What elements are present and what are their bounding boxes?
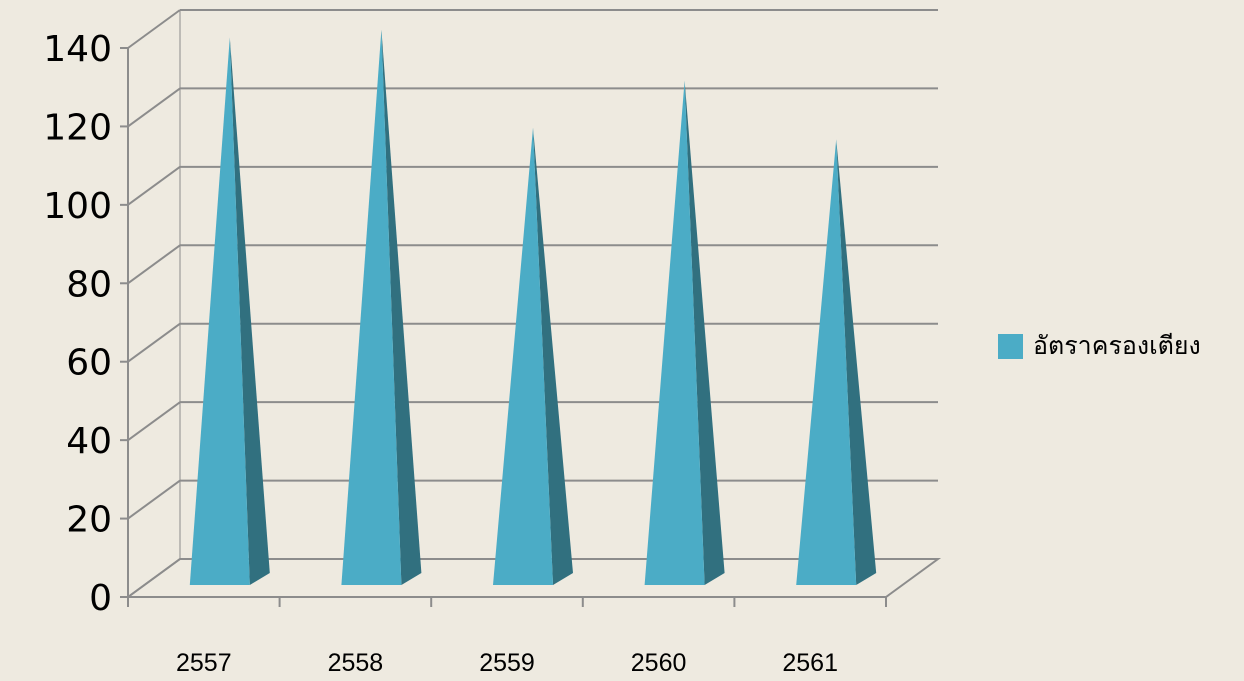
y-tick-label: 60 [66,343,112,384]
x-tick-label: 2558 [328,649,384,677]
bar-front [493,127,553,586]
gridline-depth [127,401,181,441]
bar-side [229,37,270,585]
y-tick-label: 120 [43,107,112,148]
x-tick-label: 2559 [479,649,535,677]
bars [189,29,877,586]
bar-front [796,139,857,585]
x-tick-label: 2557 [176,649,232,677]
y-tick-label: 140 [43,29,112,70]
bar [644,80,725,585]
y-tick-label: 80 [66,264,112,305]
bar-front [189,37,250,585]
bar-front [644,80,705,585]
gridline-depth [127,244,181,285]
bar [341,29,422,586]
gridline-depth [127,322,181,363]
axes [120,10,887,607]
gridline-depth [127,9,181,49]
x-tick-labels: 2557 2558 2559 2560 2561 [176,649,838,677]
y-tick-label: 0 [89,578,112,619]
y-tick-label: 20 [66,500,112,541]
bar-side [533,127,573,586]
bar-side [381,29,422,586]
legend: อัตราครองเตียง [998,326,1201,366]
bar [493,127,573,586]
x-tick-label: 2560 [631,649,687,677]
legend-label: อัตราครองเตียง [1033,331,1201,360]
gridline-depth [127,87,181,128]
gridline-depth [127,479,181,520]
y-tick-labels: 0 20 40 60 80 100 120 140 [43,29,112,619]
gridlines [127,9,938,598]
y-tick-label: 100 [43,186,112,227]
bar-side [684,80,725,585]
bar [796,139,877,585]
gridline-depth [127,166,181,206]
bar-front [341,29,402,586]
bar-side [836,139,877,585]
x-tick-label: 2561 [782,649,838,677]
bar [189,37,270,585]
gridline-depth [127,558,181,598]
legend-swatch [998,333,1023,359]
y-tick-label: 40 [66,421,112,462]
